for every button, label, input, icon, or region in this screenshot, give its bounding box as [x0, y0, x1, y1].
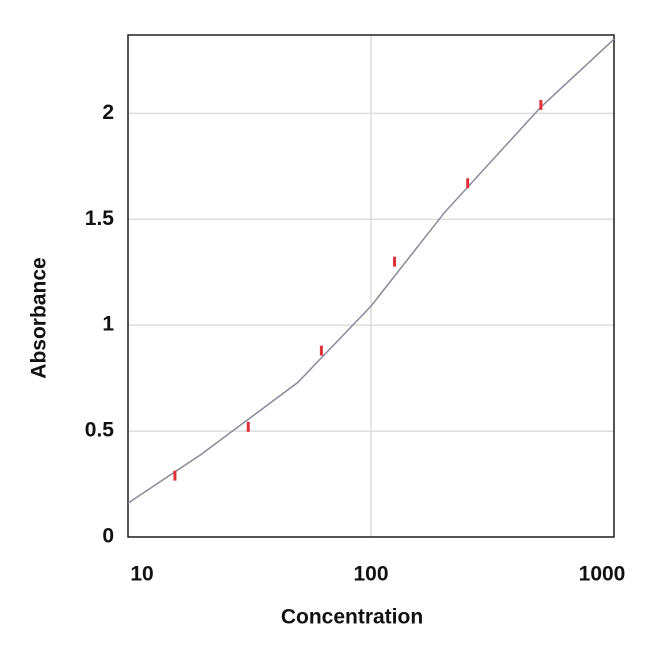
x-axis-label: Concentration: [281, 606, 423, 629]
data-point: [539, 99, 543, 110]
data-point: [393, 256, 397, 267]
y-axis-label: Absorbance: [28, 257, 51, 378]
y-tick-label: 0.5: [85, 419, 115, 442]
x-tick-label: 1000: [579, 563, 626, 586]
y-tick-label: 1: [102, 313, 114, 336]
y-tick-label: 0: [102, 525, 114, 548]
x-tick-label: 100: [353, 563, 388, 586]
data-point: [319, 345, 323, 356]
y-tick-label: 1.5: [85, 207, 115, 230]
x-tick-label: 10: [130, 563, 153, 586]
data-point: [466, 178, 470, 189]
y-tick-label: 2: [102, 101, 114, 124]
plot-frame: [127, 34, 615, 538]
data-point: [173, 470, 177, 481]
data-point: [246, 421, 250, 432]
